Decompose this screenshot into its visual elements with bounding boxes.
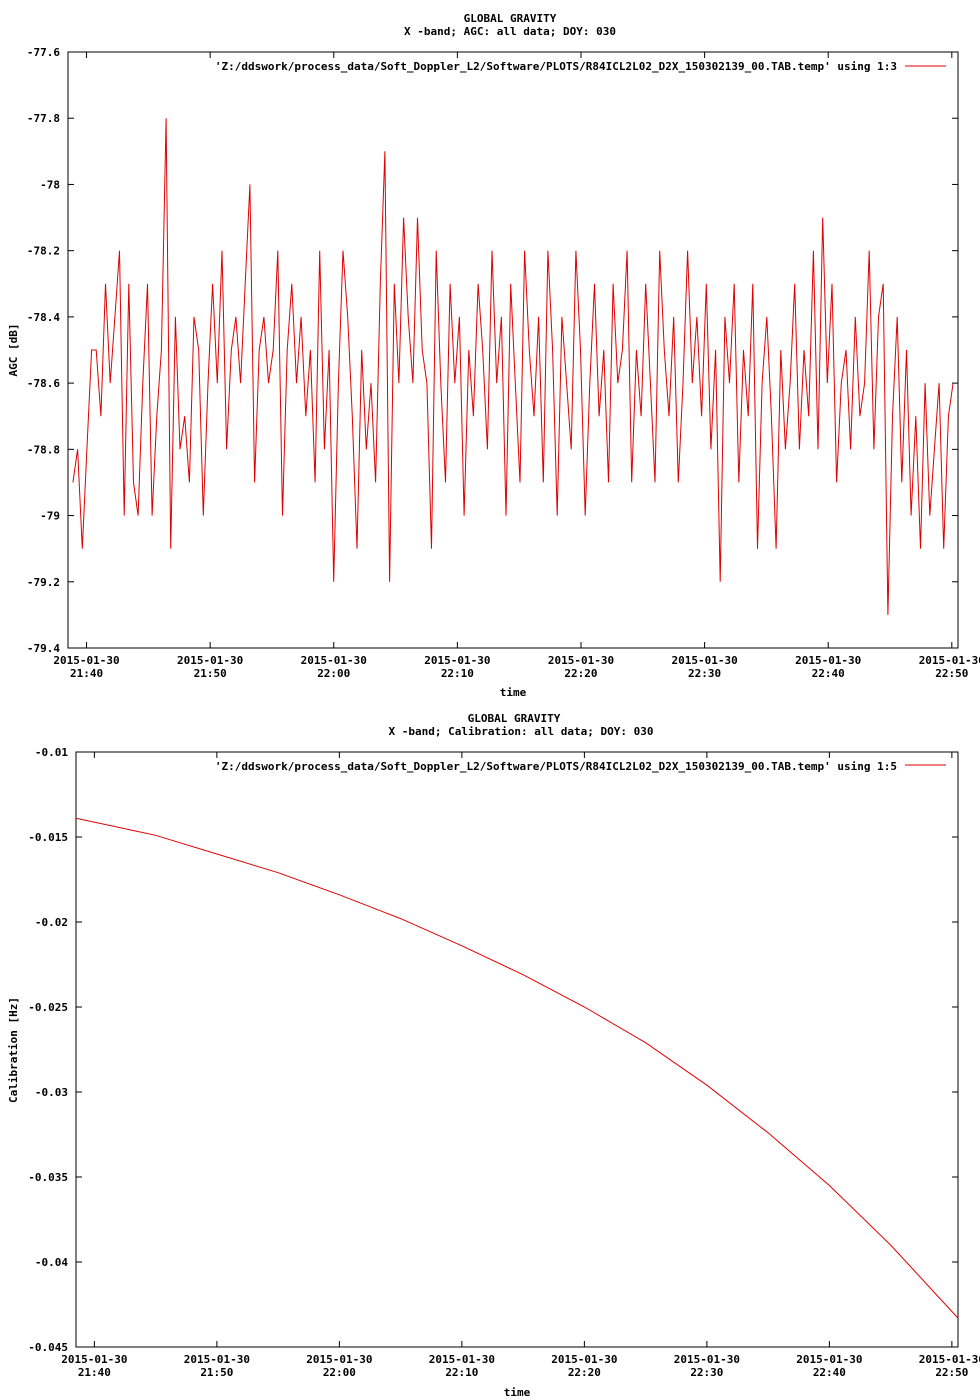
agc-x-tick-date: 2015-01-30 (177, 654, 243, 667)
agc-x-tick-time: 21:50 (194, 667, 227, 680)
agc-y-tick-label: -79 (40, 510, 60, 523)
agc-y-tick-label: -78.6 (27, 377, 60, 390)
calibration-y-tick-label: -0.015 (28, 831, 68, 844)
agc-x-tick-date: 2015-01-30 (301, 654, 367, 667)
agc-x-tick-date: 2015-01-30 (795, 654, 861, 667)
agc-y-tick-label: -79.2 (27, 576, 60, 589)
agc-x-axis: 2015-01-3021:402015-01-3021:502015-01-30… (53, 52, 980, 680)
agc-y-axis: -77.6 -77.8 -78 -78.2 -78.4 -78.6 -78.8 -79 -79.… (27, 46, 958, 655)
calibration-chart-title: GLOBAL GRAVITY (468, 712, 561, 725)
calibration-x-tick-time: 22:20 (568, 1366, 601, 1379)
agc-x-tick-date: 2015-01-30 (671, 654, 737, 667)
calibration-x-tick-date: 2015-01-30 (796, 1353, 862, 1366)
agc-x-tick-time: 22:20 (564, 667, 597, 680)
calibration-y-tick-label: -0.04 (35, 1256, 68, 1269)
calibration-y-axis-label: Calibration [Hz] (7, 997, 20, 1103)
agc-x-tick-time: 22:30 (688, 667, 721, 680)
calibration-series-line (75, 817, 959, 1319)
agc-y-tick-label: -77.6 (27, 46, 60, 59)
calibration-legend-label: 'Z:/ddswork/process_data/Soft_Doppler_L2… (215, 760, 897, 773)
agc-y-tick-label: -78.8 (27, 443, 60, 456)
calibration-x-tick-time: 22:50 (935, 1366, 968, 1379)
agc-y-tick-label: -79.4 (27, 642, 60, 655)
calibration-x-tick-time: 21:50 (200, 1366, 233, 1379)
calibration-y-axis: -0.01 -0.015 -0.02 -0.025 -0.03 -0.035 -0.04 -0… (28, 746, 958, 1354)
agc-x-tick-time: 21:40 (70, 667, 103, 680)
agc-y-tick-label: -78 (40, 178, 60, 191)
calibration-x-tick-time: 21:40 (78, 1366, 111, 1379)
calibration-x-tick-time: 22:10 (445, 1366, 478, 1379)
calibration-x-tick-time: 22:40 (813, 1366, 846, 1379)
calibration-x-tick-date: 2015-01-30 (919, 1353, 980, 1366)
agc-y-axis-label: AGC [dB] (7, 324, 20, 377)
calibration-y-tick-label: -0.02 (35, 916, 68, 929)
calibration-x-tick-date: 2015-01-30 (551, 1353, 617, 1366)
calibration-y-tick-label: -0.025 (28, 1001, 68, 1014)
agc-chart: GLOBAL GRAVITY X -band; AGC: all data; D… (7, 12, 980, 699)
calibration-y-tick-label: -0.045 (28, 1341, 68, 1354)
agc-chart-subtitle: X -band; AGC: all data; DOY: 030 (404, 25, 616, 38)
calibration-x-tick-date: 2015-01-30 (429, 1353, 495, 1366)
agc-x-tick-date: 2015-01-30 (548, 654, 614, 667)
calibration-y-tick-label: -0.035 (28, 1171, 68, 1184)
calibration-y-tick-label: -0.01 (35, 746, 68, 759)
agc-y-tick-label: -78.2 (27, 245, 60, 258)
agc-x-tick-time: 22:00 (317, 667, 350, 680)
calibration-x-tick-time: 22:30 (690, 1366, 723, 1379)
calibration-chart-subtitle: X -band; Calibration: all data; DOY: 030 (389, 725, 654, 738)
agc-plot-frame (67, 51, 959, 649)
calibration-x-tick-date: 2015-01-30 (674, 1353, 740, 1366)
agc-x-tick-date: 2015-01-30 (919, 654, 980, 667)
agc-x-tick-date: 2015-01-30 (53, 654, 119, 667)
calibration-x-tick-date: 2015-01-30 (184, 1353, 250, 1366)
agc-y-tick-label: -77.8 (27, 112, 60, 125)
calibration-x-axis-label: time (504, 1386, 531, 1399)
calibration-plot-frame (75, 751, 959, 1348)
calibration-y-tick-label: -0.03 (35, 1086, 68, 1099)
agc-series-line (72, 118, 954, 615)
calibration-x-tick-time: 22:00 (323, 1366, 356, 1379)
agc-chart-title: GLOBAL GRAVITY (464, 12, 557, 25)
agc-legend-label: 'Z:/ddswork/process_data/Soft_Doppler_L2… (215, 60, 897, 73)
calibration-chart: GLOBAL GRAVITY X -band; Calibration: all… (7, 712, 980, 1399)
agc-x-tick-time: 22:50 (935, 667, 968, 680)
agc-x-tick-time: 22:10 (441, 667, 474, 680)
agc-y-tick-label: -78.4 (27, 311, 60, 324)
calibration-x-axis: 2015-01-3021:402015-01-3021:502015-01-30… (61, 752, 980, 1379)
agc-x-tick-time: 22:40 (812, 667, 845, 680)
calibration-x-tick-date: 2015-01-30 (306, 1353, 372, 1366)
calibration-x-tick-date: 2015-01-30 (61, 1353, 127, 1366)
agc-x-tick-date: 2015-01-30 (424, 654, 490, 667)
agc-x-axis-label: time (500, 686, 527, 699)
